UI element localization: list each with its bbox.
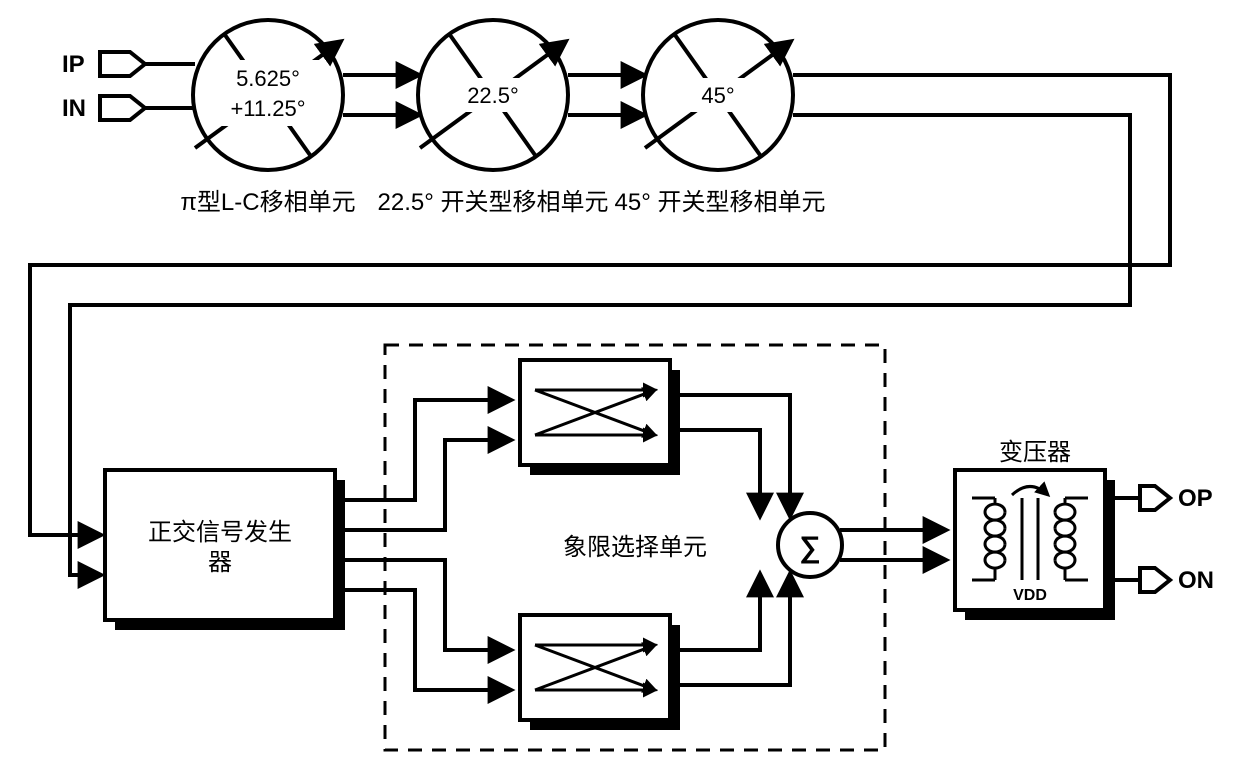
svg-text:正交信号发生: 正交信号发生 [148, 519, 292, 546]
on-port-icon [1140, 568, 1170, 592]
stage1-line2: +11.25° [230, 96, 305, 121]
quadrant-caption: 象限选择单元 [563, 534, 707, 561]
stage2-center: 22.5° [467, 83, 519, 108]
transformer-vdd: VDD [1013, 587, 1047, 604]
stage2-phase-shifter: 22.5° [418, 20, 568, 170]
summer-symbol: ∑ [799, 531, 820, 564]
on-label: ON [1178, 567, 1214, 594]
stage3-caption: 45° 开关型移相单元 [615, 189, 826, 216]
in-label: IN [62, 95, 86, 122]
transformer-caption: 变压器 [999, 439, 1071, 466]
quadgen-out-wires [335, 400, 510, 690]
op-label: OP [1178, 485, 1213, 512]
svg-text:器: 器 [208, 549, 232, 576]
stage3-center: 45° [701, 83, 734, 108]
quadrature-generator-block: 正交信号发生 器 [105, 470, 345, 630]
cross-switch-lower [520, 615, 680, 730]
summer-block: ∑ [778, 513, 842, 577]
cross-switch-upper [520, 360, 680, 475]
ip-port-icon [100, 52, 145, 76]
stage1-phase-shifter: 5.625° +11.25° [193, 20, 343, 170]
stage1-line1: 5.625° [236, 66, 300, 91]
stage1-caption: π型L-C移相单元 [180, 189, 355, 216]
transformer-block: VDD [955, 470, 1115, 620]
stage2-caption: 22.5° 开关型移相单元 [378, 189, 609, 216]
in-port-icon [100, 96, 145, 120]
stage3-phase-shifter: 45° [643, 20, 793, 170]
ip-label: IP [62, 51, 85, 78]
op-port-icon [1140, 486, 1170, 510]
summer-out-wires [840, 530, 945, 560]
